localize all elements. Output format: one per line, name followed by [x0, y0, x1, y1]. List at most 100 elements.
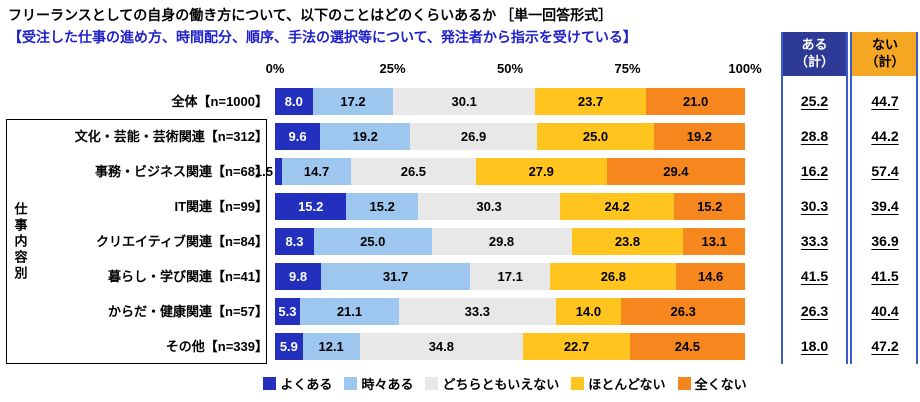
row-label: 事務・ビジネス関連【n=68】 [95, 164, 268, 179]
row-label: 文化・芸能・芸術関連【n=312】 [74, 129, 268, 144]
chart-row: 事務・ビジネス関連【n=68】 1.5 14.7 26.5 27.9 29.4 16.2 57… [0, 154, 920, 189]
nai-total-header: ない （計） [852, 32, 918, 76]
aru-header-line2: （計） [794, 54, 834, 69]
segment-value: 19.2 [686, 129, 713, 144]
segment-value: 13.1 [701, 234, 727, 249]
chart-row: 文化・芸能・芸術関連【n=312】 9.6 19.2 26.9 25.0 19.2 28.8… [0, 119, 920, 154]
nai-total-value: 44.2 [871, 128, 899, 144]
bar-segment: 14.0 [555, 298, 622, 325]
nai-total-value: 44.7 [871, 93, 899, 109]
segment-value: 1.5 [254, 164, 273, 179]
bar-segment: 30.1 [393, 88, 535, 115]
aru-total-value: 33.3 [800, 233, 829, 249]
bar-segment: 15.2 [674, 193, 746, 220]
stacked-bar: 15.2 15.2 30.3 24.2 15.2 [275, 193, 746, 220]
chart-row: 全体【n=1000】 8.0 17.2 30.1 23.7 21.0 25.2 44.7 [0, 84, 920, 119]
nai-total-value: 40.4 [871, 303, 899, 319]
category-group-box [6, 119, 267, 364]
bar-segment: 22.7 [523, 333, 630, 360]
segment-value: 21.1 [336, 304, 363, 319]
axis-tick: 25% [379, 61, 406, 76]
question-subtitle: 【受注した仕事の進め方、時間配分、順序、手法の選択等について、発注者から指示を受… [8, 29, 637, 45]
segment-value: 12.1 [318, 339, 344, 354]
nai-header-line1: ない [871, 37, 898, 53]
row-label: 全体【n=1000】 [171, 94, 268, 109]
segment-value: 25.0 [582, 129, 609, 144]
segment-value: 23.7 [577, 94, 604, 109]
bar-segment: 9.8 [275, 263, 322, 290]
segment-value: 34.8 [428, 339, 454, 354]
segment-value: 25.0 [360, 234, 386, 249]
legend-swatch-icon [263, 376, 277, 390]
bar-segment: 31.7 [321, 263, 471, 290]
bar-segment: 23.8 [571, 228, 684, 255]
axis-tick: 100% [728, 61, 762, 76]
legend-swatch-icon [571, 376, 585, 390]
stacked-bar: 8.0 17.2 30.1 23.7 21.0 [275, 88, 745, 115]
bar-segment: 26.9 [410, 123, 537, 150]
bar-segment: 25.0 [314, 228, 432, 255]
segment-value: 5.9 [279, 339, 298, 354]
segment-value: 9.6 [288, 129, 307, 144]
row-label: クリエイティブ関連【n=84】 [96, 234, 268, 249]
category-group-label: 仕事内容別 [12, 201, 28, 282]
bar-segment: 13.1 [683, 228, 745, 255]
bar-segment: 26.8 [550, 263, 677, 290]
nai-column-right-line [916, 32, 918, 364]
segment-value: 29.8 [488, 234, 515, 249]
bar-rows: 全体【n=1000】 8.0 17.2 30.1 23.7 21.0 25.2 44.7 文化・… [0, 84, 920, 364]
row-label: からだ・健康関連【n=57】 [108, 304, 268, 319]
bar-segment: 25.0 [536, 123, 655, 150]
segment-value: 14.7 [303, 164, 330, 179]
stacked-bar: 5.3 21.1 33.3 14.0 26.3 [275, 298, 745, 325]
nai-total-value: 41.5 [871, 268, 899, 284]
bar-segment: 19.2 [654, 123, 745, 150]
bar-segment: 15.2 [346, 193, 418, 220]
nai-header-line2: （計） [865, 54, 905, 69]
segment-value: 15.2 [298, 199, 324, 214]
segment-value: 26.8 [600, 269, 627, 284]
nai-total-value: 36.9 [871, 233, 899, 249]
legend-swatch-icon [425, 376, 439, 390]
axis-tick: 75% [614, 61, 641, 76]
nai-total-value: 47.2 [871, 338, 899, 354]
stacked-bar: 9.6 19.2 26.9 25.0 19.2 [275, 123, 745, 150]
aru-total-value: 26.3 [800, 303, 829, 319]
bar-segment: 24.2 [560, 193, 675, 220]
nai-total-value: 39.4 [871, 198, 899, 214]
legend-item: ほとんどない [571, 374, 666, 393]
segment-value: 31.7 [382, 269, 409, 284]
row-label: IT関連【n=99】 [174, 199, 268, 214]
segment-value: 26.3 [670, 304, 696, 319]
segment-value: 15.2 [697, 199, 723, 214]
stacked-bar: 9.8 31.7 17.1 26.8 14.6 [275, 263, 745, 290]
segment-value: 17.2 [340, 94, 366, 109]
segment-value: 8.3 [285, 234, 304, 249]
legend: よくある 時々ある どちらともいえない ほとんどない 全くない [240, 372, 770, 394]
bar-segment: 5.9 [275, 333, 303, 360]
bar-segment: 29.4 [606, 158, 745, 185]
bar-segment: 21.0 [646, 88, 745, 115]
segment-value: 21.0 [682, 94, 709, 109]
segment-value: 14.6 [697, 269, 724, 284]
legend-swatch-icon [677, 376, 691, 390]
chart-row: その他【n=339】 5.9 12.1 34.8 22.7 24.5 18.0 47.2 [0, 329, 920, 364]
segment-value: 24.5 [674, 339, 701, 354]
segment-value: 8.0 [284, 94, 303, 109]
segment-value: 30.1 [451, 94, 477, 109]
aru-total-value: 41.5 [800, 268, 829, 284]
stacked-bar: 1.5 14.7 26.5 27.9 29.4 [255, 158, 745, 185]
bar-segment: 14.7 [282, 158, 352, 185]
legend-label: ほとんどない [588, 376, 666, 392]
segment-value: 26.5 [400, 164, 427, 179]
aru-total-header: ある （計） [783, 32, 846, 76]
bar-segment: 17.2 [312, 88, 394, 115]
nai-column-left-line [850, 32, 852, 364]
legend-item: よくある [263, 374, 332, 393]
bar-segment: 26.3 [621, 298, 745, 325]
aru-column-left-line [781, 32, 783, 364]
legend-label: 全くない [694, 376, 747, 392]
segment-value: 5.3 [278, 304, 297, 319]
bar-segment: 1.5 [255, 158, 283, 185]
aru-total-value: 28.8 [800, 128, 829, 144]
